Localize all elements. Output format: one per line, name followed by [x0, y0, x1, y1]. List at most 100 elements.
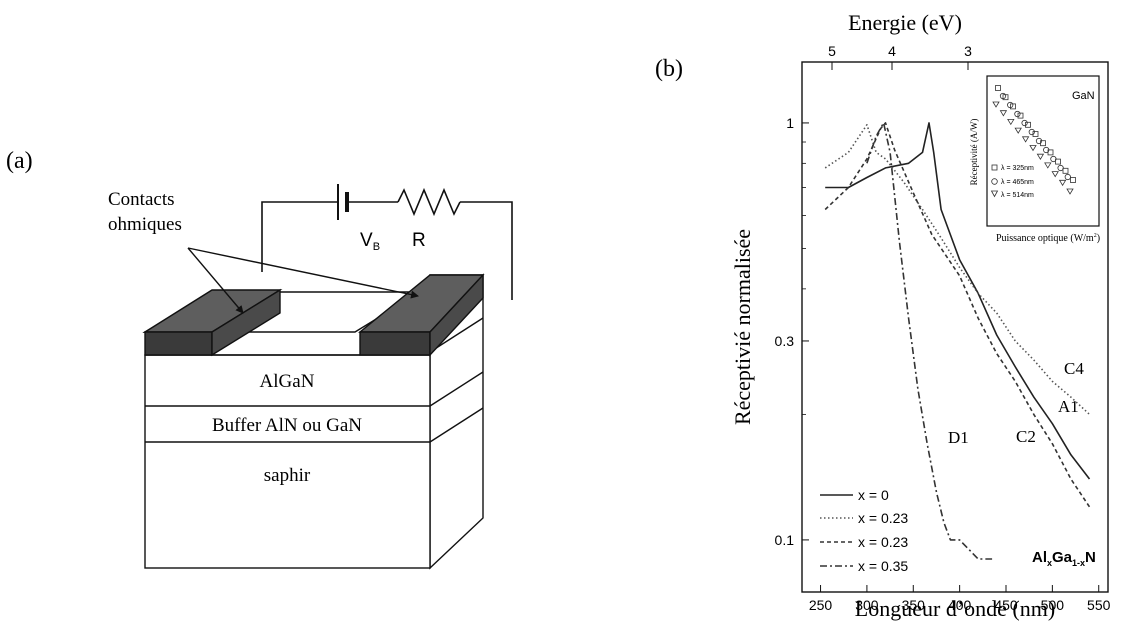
panel-b: (b) Energie (eV) 5 4 3 Réceptivié normal… [655, 10, 1111, 621]
top-tick-label: 5 [828, 43, 836, 59]
inset-marker-circle [1043, 146, 1050, 154]
panel-a-label: (a) [6, 148, 33, 174]
inset-legend-label: λ = 325nm [1001, 165, 1034, 172]
inset-marker-square [995, 85, 1001, 91]
legend-label: x = 0.23 [858, 534, 908, 550]
inset-marker-circle [1057, 164, 1064, 172]
x-tick-label: 500 [1041, 597, 1065, 613]
inset: GaN Réceptivité (A/W) Puissance optique … [969, 75, 1100, 244]
inset-marker-triangle [1058, 179, 1067, 187]
inset-legend-label: λ = 514nm [1001, 192, 1034, 199]
legend-label: x = 0 [858, 487, 889, 503]
x-tick-label: 250 [809, 597, 833, 613]
contact-arrow-right [187, 247, 419, 299]
inset-marker-triangle [999, 110, 1008, 117]
inset-x-label: Puissance optique (W/m2) [996, 233, 1100, 244]
inset-marker-triangle [1021, 136, 1030, 143]
curve-label-d1: D1 [948, 428, 969, 447]
series-line-a1 [825, 122, 1091, 480]
right-contact-front [359, 331, 431, 356]
layer-line-1-side [429, 371, 484, 407]
series-line-d1 [866, 122, 993, 560]
vb-label: VB [360, 230, 380, 253]
left-contact-front [144, 331, 213, 356]
top-tick-label: 4 [888, 43, 896, 59]
layer-label-saphir: saphir [264, 465, 311, 486]
top-tick-label: 3 [964, 43, 972, 59]
inset-marker-circle [999, 92, 1007, 100]
inset-marker-circle [1007, 101, 1014, 109]
top-axis-title: Energie (eV) [848, 10, 962, 35]
circuit-wire-left [261, 201, 338, 272]
x-tick-label: 350 [902, 597, 926, 613]
legend-label: x = 0.23 [858, 510, 908, 526]
top-axis: 5 4 3 [828, 43, 972, 70]
alloy-formula: AlxGa1-xN [1032, 549, 1096, 568]
inset-title: GaN [1072, 90, 1095, 102]
layer-label-buffer: Buffer AlN ou GaN [212, 415, 362, 436]
inset-marker-triangle [1014, 127, 1022, 134]
panel-a: (a) VB R [6, 148, 513, 570]
left-contact [142, 288, 283, 357]
inset-marker-square [1032, 131, 1039, 137]
y-tick-label: 0.1 [775, 532, 795, 548]
inset-marker-square [1055, 158, 1061, 165]
inset-marker-circle [1035, 137, 1043, 145]
x-axis-label: Longueur d’onde (nm) [855, 596, 1055, 621]
inset-marker-triangle [1007, 119, 1015, 126]
y-axis-ticks: 1 0.3 0.1 [775, 115, 809, 548]
x-tick-label: 400 [948, 597, 972, 613]
inset-marker-square [1070, 177, 1076, 183]
inset-markers [992, 85, 1076, 195]
curve-label-c2: C2 [1016, 427, 1036, 446]
y-tick-label: 1 [786, 115, 794, 131]
inset-marker-circle [1021, 119, 1028, 127]
series-line-c2 [824, 122, 1091, 508]
right-contact [358, 273, 485, 357]
inset-marker-triangle [1051, 171, 1059, 178]
curve-label-c4: C4 [1064, 359, 1084, 378]
chart-series [824, 122, 1091, 560]
circuit [261, 184, 513, 300]
contact-arrow-left [187, 247, 244, 314]
inset-marker-circle [1050, 155, 1057, 163]
legend-label: x = 0.35 [858, 558, 908, 574]
inset-legend-circle [991, 178, 998, 185]
layer-label-algan: AlGaN [260, 371, 315, 392]
contacts-label-line2: ohmiques [108, 214, 182, 235]
inset-marker-triangle [992, 101, 1000, 108]
inset-legend-label: λ = 465nm [1001, 179, 1034, 186]
curve-label-a1: A1 [1058, 397, 1079, 416]
x-tick-label: 300 [855, 597, 879, 613]
x-axis-ticks: 250 300 350 400 450 500 550 [809, 585, 1111, 613]
y-tick-label: 0.3 [775, 333, 795, 349]
plot-frame [801, 61, 1109, 593]
inset-marker-circle [1014, 110, 1021, 118]
inset-y-label: Réceptivité (A/W) [969, 119, 979, 186]
inset-marker-square [1017, 112, 1024, 119]
resistor [397, 187, 461, 217]
inset-legend-square [991, 164, 998, 171]
contacts-label-line1: Contacts [108, 189, 175, 210]
r-label: R [412, 230, 426, 251]
device-front-face [144, 354, 431, 569]
panel-b-label: (b) [655, 56, 683, 82]
legend: x = 0 x = 0.23 x = 0.23 x = 0.35 [820, 487, 908, 574]
right-contact-side [429, 273, 484, 357]
layer-line-2-side [429, 407, 484, 443]
inset-marker-triangle [1029, 145, 1037, 152]
circuit-wire-right [460, 201, 513, 300]
inset-marker-circle [1064, 173, 1071, 181]
left-contact-side [211, 288, 281, 357]
inset-marker-square [1062, 167, 1069, 174]
y-axis-label: Réceptivié normalisée [730, 229, 755, 425]
inset-legend-triangle [990, 190, 999, 198]
inset-marker-square [1025, 121, 1031, 128]
inset-marker-triangle [1066, 188, 1074, 195]
device-block [142, 274, 484, 570]
inset-marker-triangle [1036, 153, 1045, 160]
inset-frame [986, 75, 1100, 227]
inset-marker-triangle [1044, 162, 1052, 169]
x-tick-label: 450 [994, 597, 1018, 613]
